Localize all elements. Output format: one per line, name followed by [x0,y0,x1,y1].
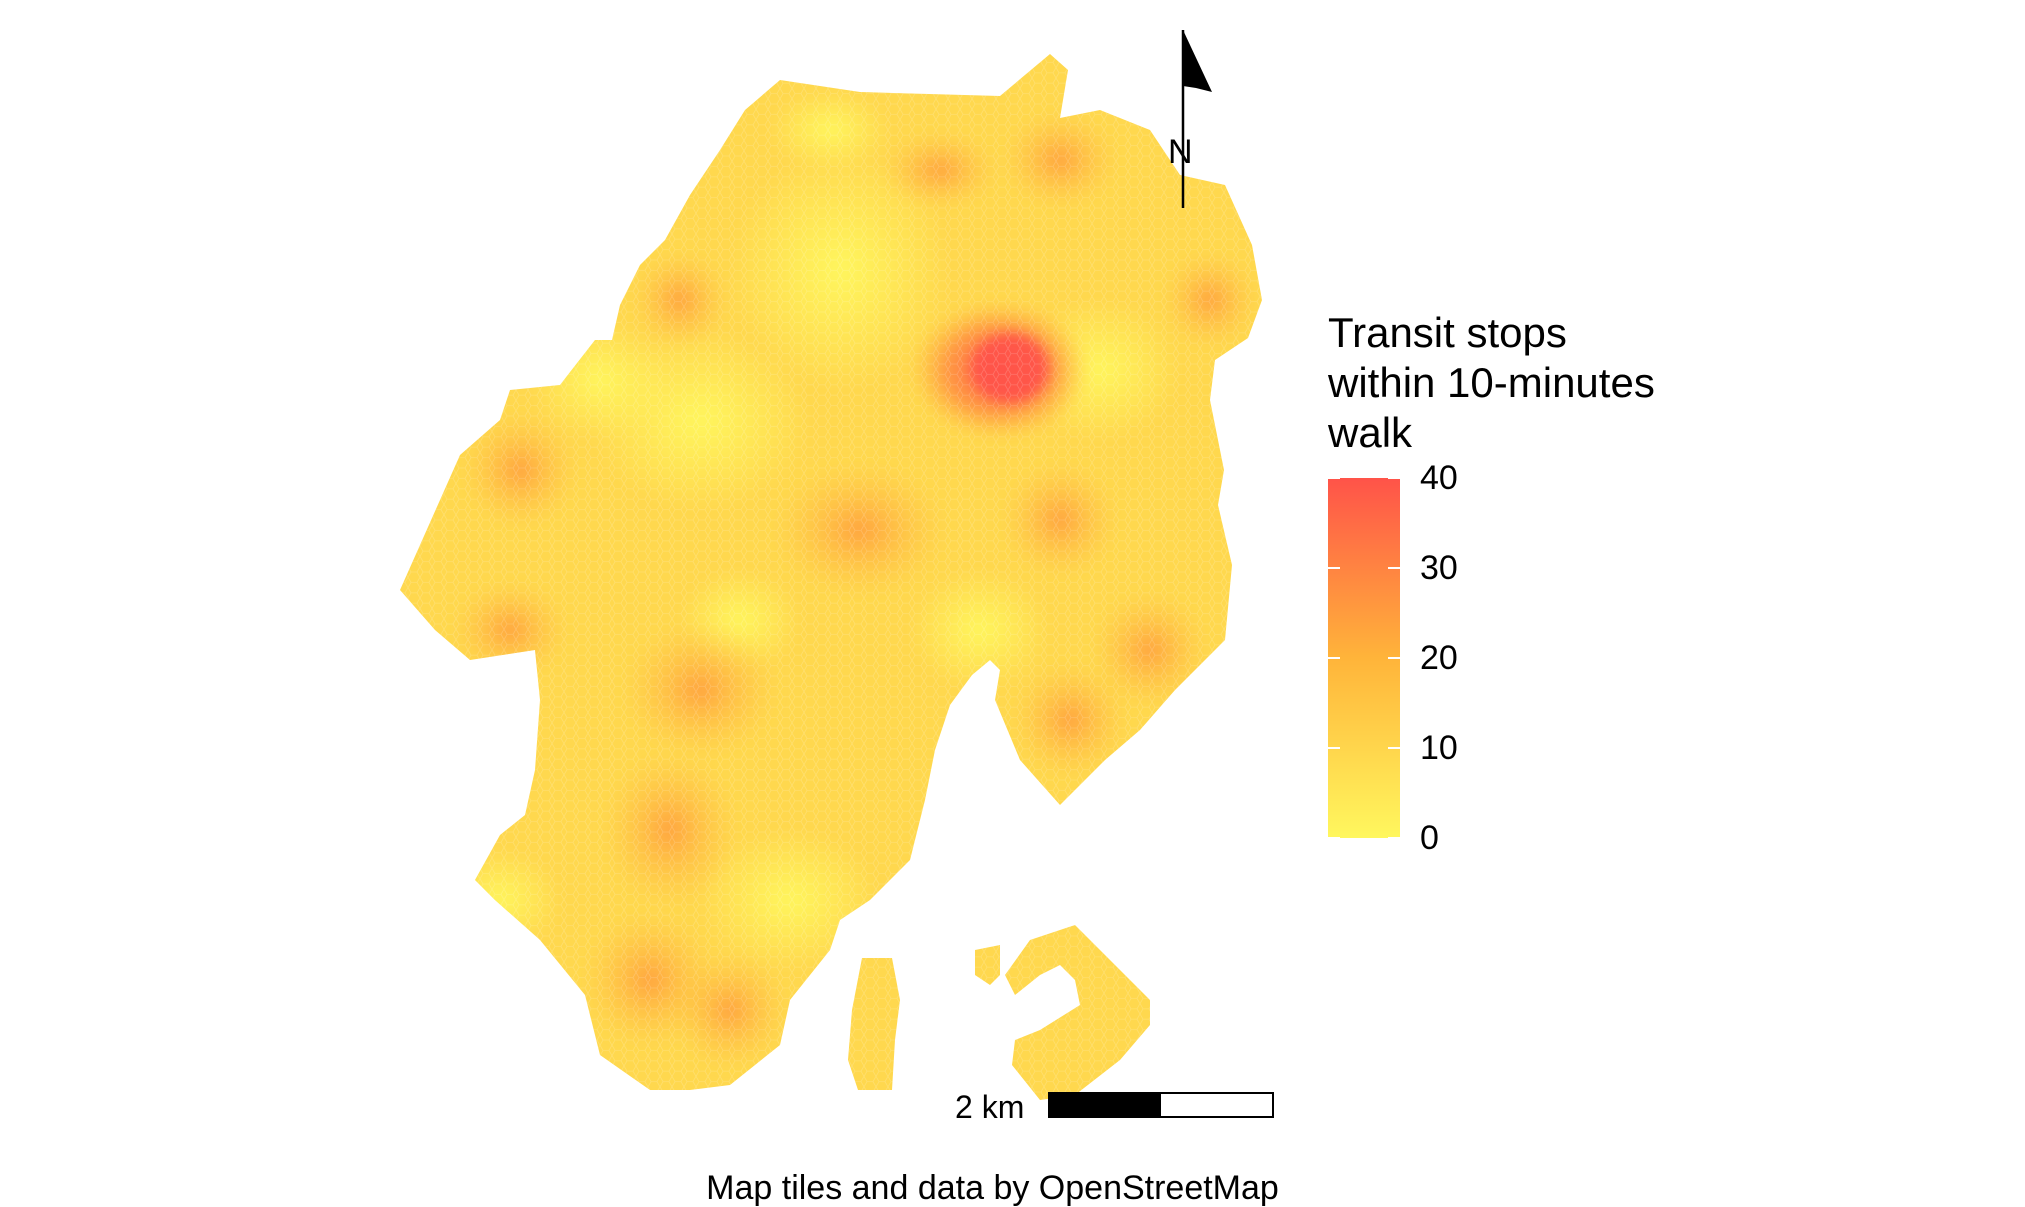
legend-tick-label: 30 [1420,549,1458,587]
legend-tick-mark [1388,477,1400,479]
scale-bar-segment [1161,1094,1272,1116]
north-label: N [1168,133,1193,171]
legend-tick-mark [1388,747,1400,749]
legend-tick-mark [1388,657,1400,659]
legend-tick-label: 0 [1420,819,1439,857]
north-arrow-icon [1181,30,1212,208]
legend-title-line: walk [1328,409,1413,456]
scale-bar-label: 2 km [955,1089,1025,1125]
legend-tick-mark [1388,567,1400,569]
transit-density-surface [400,54,1262,1100]
scale-bar-segment [1050,1094,1161,1116]
legend-tick-mark [1328,567,1340,569]
legend-title: Transit stops within 10-minutes walk [1328,308,1748,458]
scale-bar [1048,1092,1274,1118]
legend-tick-mark [1328,747,1340,749]
legend-tick-mark [1328,837,1340,839]
legend-tick-label: 20 [1420,639,1458,677]
legend-tick-mark [1388,837,1400,839]
legend-tick-mark [1328,657,1340,659]
legend-tick-label: 40 [1420,459,1458,497]
map-attribution: Map tiles and data by OpenStreetMap [706,1169,1279,1207]
legend-tick-label: 10 [1420,729,1458,767]
legend-title-line: Transit stops [1328,309,1567,356]
legend-title-line: within 10-minutes [1328,359,1655,406]
legend-tick-mark [1328,477,1340,479]
